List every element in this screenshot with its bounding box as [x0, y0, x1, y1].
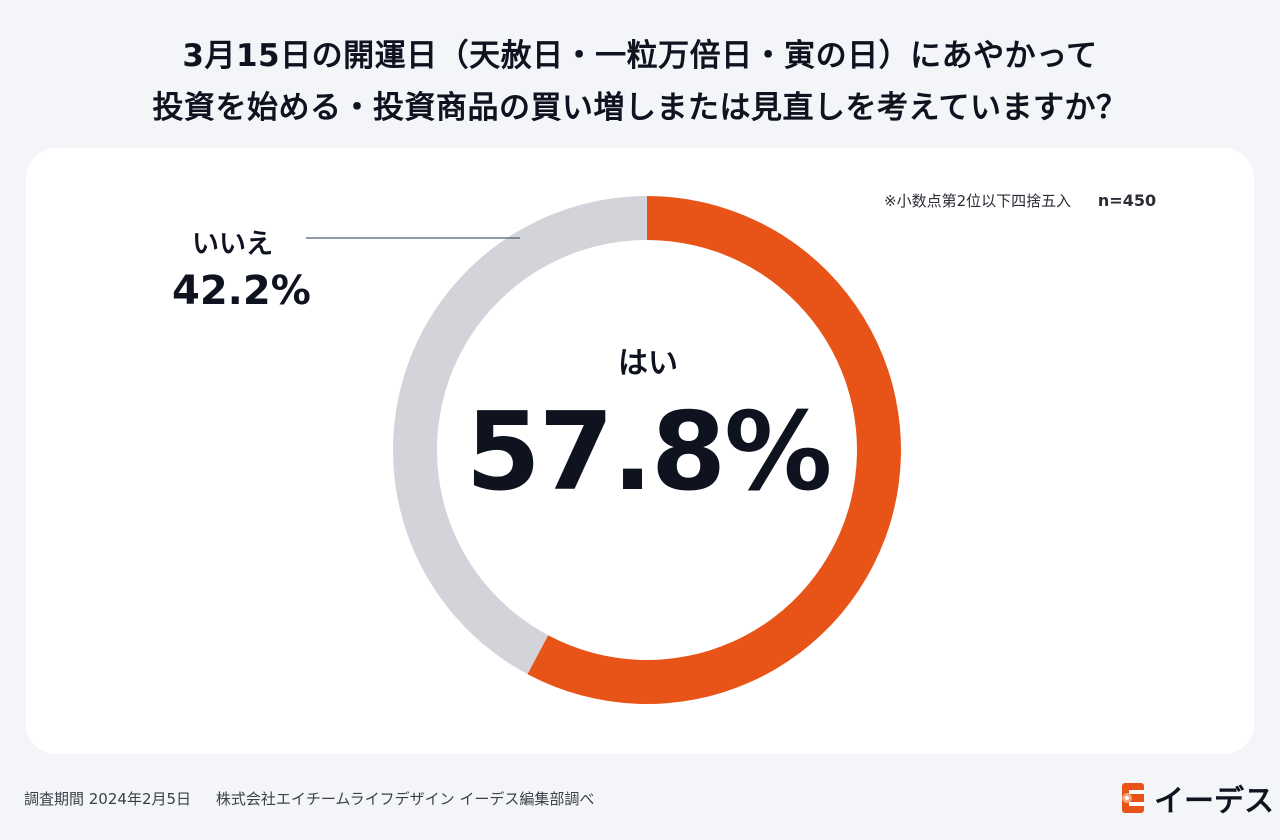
yes-slice-value: 57.8%	[465, 390, 833, 515]
donut-slice-no	[392, 195, 647, 675]
chart-note: ※小数点第2位以下四捨五入 n=450	[884, 190, 1156, 211]
edes-logo-icon	[1120, 782, 1146, 814]
sample-size: n=450	[1097, 191, 1157, 210]
brand-logo: イーデス	[1120, 778, 1274, 819]
yes-slice-label: はい	[618, 346, 678, 381]
rounding-note: ※小数点第2位以下四捨五入	[884, 192, 1072, 210]
no-slice-value: 42.2%	[172, 268, 311, 314]
title-line-2: 投資を始める・投資商品の買い増しまたは見直しを考えていますか？	[152, 90, 1128, 126]
no-slice-label: いいえ	[192, 229, 273, 260]
survey-organization: 株式会社エイチームライフデザイン イーデス編集部調べ	[215, 790, 595, 808]
chart-card	[26, 148, 1254, 754]
title-line-1: 3月15日の開運日（天赦日・一粒万倍日・寅の日）にあやかって	[182, 38, 1098, 74]
chart-title: 3月15日の開運日（天赦日・一粒万倍日・寅の日）にあやかって 投資を始める・投資…	[0, 30, 1280, 134]
survey-period: 調査期間 2024年2月5日	[24, 790, 192, 808]
donut-slice-yes	[527, 196, 902, 704]
logo-text: イーデス	[1154, 784, 1274, 819]
footer: 調査期間 2024年2月5日 株式会社エイチームライフデザイン イーデス編集部調…	[24, 788, 594, 809]
